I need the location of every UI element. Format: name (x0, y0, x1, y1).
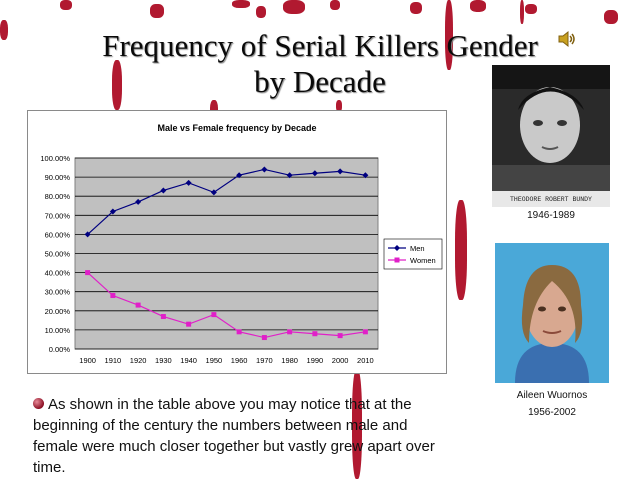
chart: Male vs Female frequency by Decade 0.00%… (27, 110, 447, 374)
y-tick-label: 50.00% (45, 250, 71, 259)
data-point-women (261, 335, 267, 341)
x-tick-label: 2000 (332, 356, 349, 365)
series-line-men (87, 168, 366, 235)
x-tick-label: 1910 (105, 356, 122, 365)
data-point-men (286, 172, 293, 179)
x-tick-label: 2010 (357, 356, 374, 365)
bullet-text: As shown in the table above you may noti… (33, 396, 435, 476)
data-point-men (135, 198, 142, 205)
x-tick-label: 1940 (180, 356, 197, 365)
name-plate-text: THEODORE ROBERT BUNDY (510, 196, 592, 203)
x-tick-label: 1930 (155, 356, 172, 365)
x-tick-label: 1920 (130, 356, 147, 365)
data-point-men (261, 166, 268, 173)
legend-label-men: Men (410, 244, 425, 253)
x-tick-label: 1960 (231, 356, 248, 365)
data-point-women (362, 329, 368, 335)
y-tick-label: 60.00% (45, 230, 71, 239)
data-point-women (312, 331, 318, 337)
data-point-women (135, 302, 141, 308)
y-tick-label: 70.00% (45, 211, 71, 220)
slide-title-line-1: Frequency of Serial Killers Gender (102, 28, 538, 63)
x-tick-label: 1990 (307, 356, 324, 365)
photo1-years: 1946-1989 (527, 210, 575, 221)
y-tick-label: 100.00% (40, 154, 70, 163)
data-point-men (185, 179, 192, 186)
slide-title: Frequency of Serial Killers Gender by De… (40, 28, 600, 100)
aileen-wuornos-photo (495, 243, 609, 383)
photo2-name: Aileen Wuornos (516, 390, 588, 401)
line-chart: Male vs Female frequency by Decade 0.00%… (40, 123, 443, 365)
y-tick-label: 30.00% (45, 288, 71, 297)
bullet-paragraph: As shown in the table above you may noti… (33, 394, 453, 478)
data-point-women (85, 270, 91, 276)
data-point-men (210, 189, 217, 196)
data-point-men (362, 172, 369, 179)
data-point-women (236, 329, 242, 335)
y-tick-label: 90.00% (45, 173, 71, 182)
series-line-women (87, 272, 366, 339)
x-tick-label: 1970 (256, 356, 273, 365)
y-tick-label: 80.00% (45, 192, 71, 201)
x-tick-label: 1950 (206, 356, 223, 365)
data-point-women (186, 321, 192, 327)
data-point-men (109, 208, 116, 215)
legend-marker-women (394, 257, 400, 263)
data-point-women (160, 314, 166, 320)
x-tick-label: 1980 (281, 356, 298, 365)
y-tick-label: 0.00% (49, 345, 71, 354)
data-point-women (337, 333, 343, 339)
y-tick-label: 10.00% (45, 326, 71, 335)
bullet-icon (33, 397, 44, 409)
data-point-men (84, 231, 91, 238)
data-point-women (287, 329, 293, 335)
legend-label-women: Women (410, 256, 436, 265)
photo2-years: 1956-2002 (528, 407, 576, 418)
data-point-women (110, 293, 116, 299)
data-point-men (236, 172, 243, 179)
data-point-men (337, 168, 344, 175)
y-tick-label: 20.00% (45, 307, 71, 316)
slide-title-line-2: by Decade (254, 64, 386, 99)
data-point-men (160, 187, 167, 194)
x-tick-label: 1900 (79, 356, 96, 365)
legend-box (383, 238, 443, 270)
ted-bundy-photo: THEODORE ROBERT BUNDY (492, 65, 610, 207)
data-point-women (211, 312, 217, 318)
legend-marker-men (394, 245, 400, 251)
speaker-icon[interactable] (556, 28, 578, 50)
chart-title: Male vs Female frequency by Decade (157, 123, 316, 133)
data-point-men (311, 170, 318, 177)
y-tick-label: 40.00% (45, 269, 71, 278)
